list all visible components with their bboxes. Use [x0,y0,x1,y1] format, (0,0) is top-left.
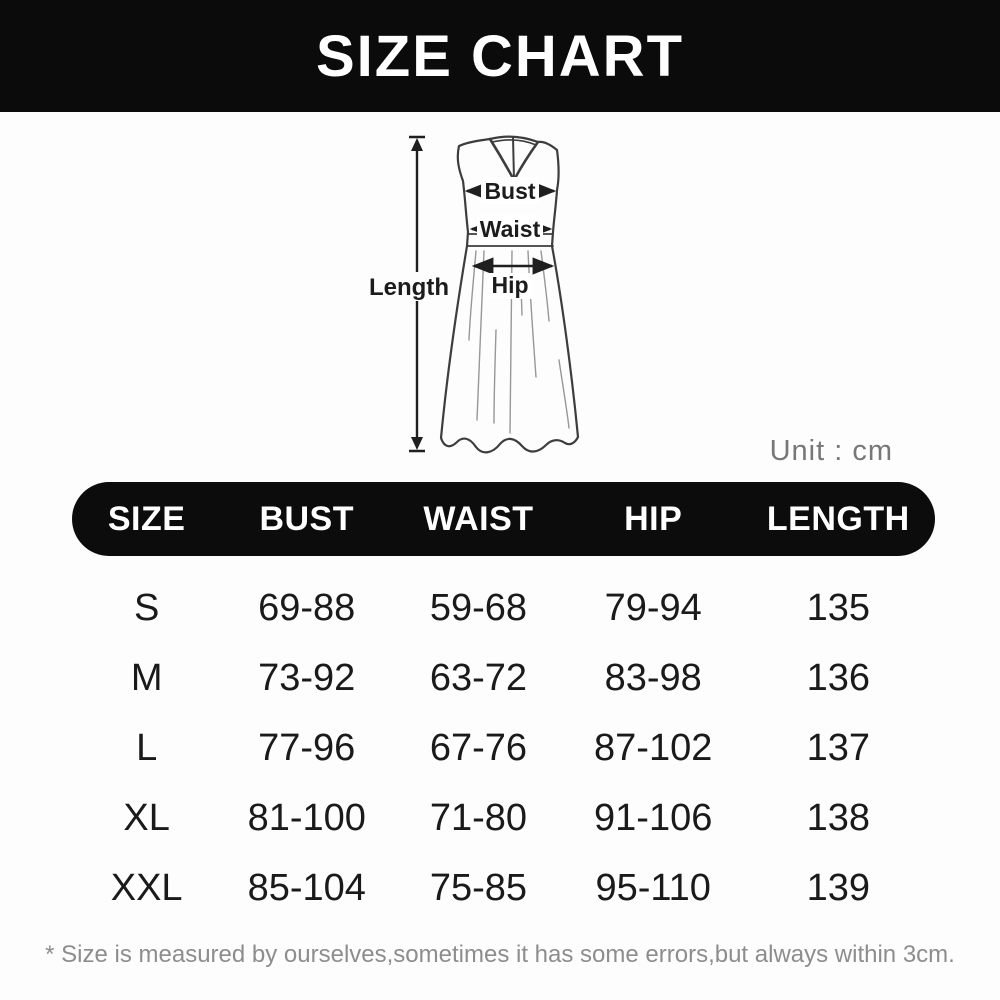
unit-label: Unit : cm [769,435,893,467]
column-header-hip: HIP [624,499,683,538]
bust-value: 85-104 [247,866,366,909]
size-value: M [130,656,163,699]
length-arrow: Length [369,135,449,453]
size-value: XL [123,796,170,839]
table-body: S 69-88 59-68 79-94 135 M 73-92 63-72 83… [72,556,935,923]
bust-value: 81-100 [247,796,366,839]
bust-value: 77-96 [258,726,356,769]
size-table: SIZE BUST WAIST HIP LENGTH S 69-88 59-68… [72,482,935,923]
length-value: 139 [806,866,870,909]
column-header-size: SIZE [107,499,186,538]
waist-value: 63-72 [429,656,528,699]
waist-value: 59-68 [429,586,528,629]
size-value: S [133,586,160,629]
table-row-xxl: XXL 85-104 75-85 95-110 139 [72,853,935,923]
table-row-l: L 77-96 67-76 87-102 137 [72,713,935,783]
dress-measurement-diagram: Length Bust Waist Hip [369,135,580,454]
column-header-bust: BUST [259,499,354,538]
table-row-s: S 69-88 59-68 79-94 135 [72,573,935,643]
column-header-length: LENGTH [766,499,910,538]
table-header-row: SIZE BUST WAIST HIP LENGTH [72,482,935,556]
hip-value: 79-94 [604,586,702,629]
measurement-disclaimer: * Size is measured by ourselves,sometime… [45,941,955,968]
hip-value: 83-98 [604,656,702,699]
length-value: 135 [806,586,870,629]
bust-value: 69-88 [258,586,356,629]
bust-label: Bust [484,178,535,204]
bust-value: 73-92 [258,656,356,699]
waist-value: 67-76 [429,726,528,769]
bust-arrow: Bust [464,177,557,204]
hip-value: 95-110 [595,866,711,909]
table-row-xl: XL 81-100 71-80 91-106 138 [72,783,935,853]
waist-arrow: Waist [469,215,553,242]
column-header-waist: WAIST [423,499,534,538]
length-label: Length [369,274,449,301]
hip-value: 87-102 [594,726,713,769]
size-value: XXL [110,866,183,909]
length-value: 136 [806,656,870,699]
hip-arrow: Hip [471,257,555,299]
table-row-m: M 73-92 63-72 83-98 136 [72,643,935,713]
waist-label: Waist [480,216,541,242]
waist-value: 75-85 [429,866,528,909]
hip-value: 91-106 [594,796,713,839]
length-value: 137 [806,726,870,769]
size-value: L [136,726,158,769]
length-value: 138 [806,796,870,839]
banner: SIZE CHART [0,0,1000,112]
hip-label: Hip [491,272,528,298]
waist-value: 71-80 [429,796,528,839]
page-title: SIZE CHART [316,23,684,89]
